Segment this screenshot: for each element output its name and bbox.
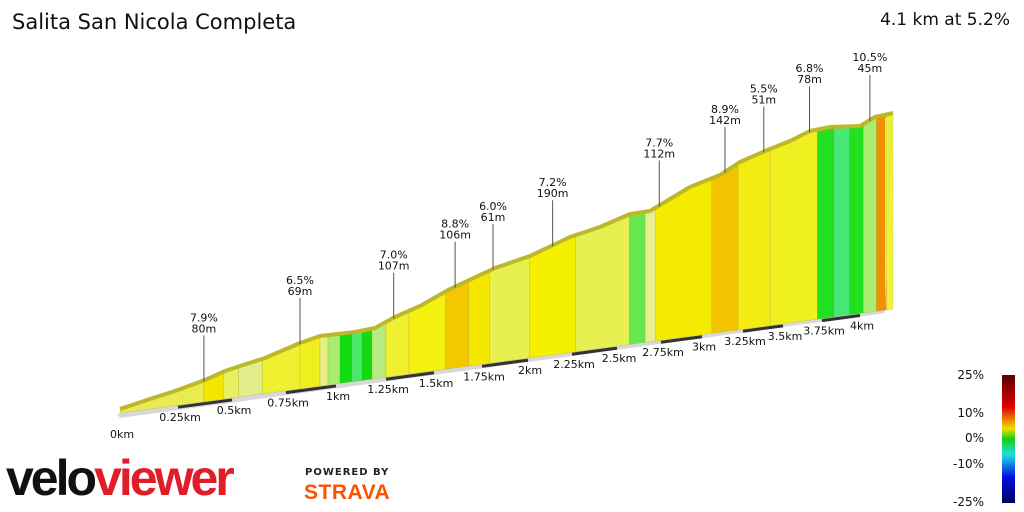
gradient-segment (468, 271, 490, 367)
annotation-length: 107m (378, 260, 410, 273)
x-tick-label: 2.25km (553, 358, 595, 371)
profile-top-edge (119, 111, 894, 411)
legend-label: 0% (964, 431, 984, 445)
gradient-segment (371, 322, 387, 380)
annotation-length: 190m (537, 187, 569, 200)
veloviewer-logo: veloviewer (6, 450, 235, 506)
km-band (385, 371, 435, 381)
annotation-length: 51m (751, 94, 776, 107)
annotation-length: 69m (288, 285, 313, 298)
gradient-segment (876, 115, 887, 312)
km-band (481, 358, 529, 368)
x-tick-label: 3.75km (803, 325, 845, 338)
gradient-segment (327, 334, 341, 386)
legend-label: 25% (957, 368, 984, 382)
x-tick-label: 2.75km (642, 346, 684, 359)
km-band (571, 346, 618, 356)
km-band (285, 384, 337, 395)
annotation-gradient: 7.7% (645, 136, 673, 149)
annotation-gradient: 8.9% (711, 103, 739, 116)
annotation-length: 78m (797, 73, 822, 86)
gradient-segment (351, 331, 363, 383)
legend-label: -10% (952, 457, 984, 471)
annotation-gradient: 10.5% (852, 51, 887, 64)
x-tick-label: 3.25km (724, 335, 766, 348)
x-tick-label: 0km (110, 428, 134, 441)
annotation-gradient: 7.9% (190, 311, 218, 324)
x-tick-label: 1km (326, 390, 350, 403)
gradient-segment (445, 280, 469, 370)
annotation-gradient: 7.2% (539, 176, 567, 189)
x-tick-label: 0.75km (267, 397, 309, 410)
annotation-length: 106m (439, 229, 471, 242)
x-tick-label: 2km (518, 364, 542, 377)
gradient-segment (737, 149, 771, 331)
x-tick-label: 1.25km (367, 383, 409, 396)
gradient-segment (489, 256, 531, 364)
gradient-segment (299, 336, 321, 390)
annotation-gradient: 6.0% (479, 200, 507, 213)
annotation-length: 142m (709, 114, 741, 127)
gradient-segment (711, 163, 739, 334)
gradient-legend-bar (1002, 375, 1015, 503)
gradient-segment (833, 127, 850, 318)
gradient-segment (644, 208, 657, 343)
segment-title: Salita San Nicola Completa (12, 10, 297, 34)
annotation-gradient: 6.8% (796, 62, 824, 75)
segment-summary: 4.1 km at 5.2% (880, 10, 1010, 30)
gradient-segment (849, 124, 864, 316)
x-tick-label: 1.75km (463, 370, 505, 383)
annotation-gradient: 6.5% (286, 274, 314, 287)
km-band (177, 398, 233, 409)
annotation-gradient: 8.8% (441, 218, 469, 231)
x-tick-label: 0.5km (217, 404, 252, 417)
gradient-segment (862, 117, 877, 314)
gradient-segment (319, 335, 329, 387)
gradient-segment (629, 212, 646, 345)
x-tick-label: 3km (692, 341, 716, 354)
powered-by-label: POWERED BY (305, 467, 390, 478)
legend-label: -25% (952, 495, 984, 509)
annotation-length: 61m (481, 211, 506, 224)
x-tick-label: 4km (850, 319, 874, 332)
km-band (821, 313, 861, 323)
annotation-length: 112m (643, 147, 675, 160)
annotation-gradient: 7.0% (380, 249, 408, 262)
x-tick-label: 2.5km (602, 352, 637, 365)
x-tick-label: 1.5km (419, 377, 454, 390)
profile-end-face (885, 114, 893, 311)
km-band (660, 335, 703, 344)
x-tick-label: 3.5km (768, 330, 803, 343)
gradient-segment (408, 292, 446, 375)
strava-logo: STRAVA (304, 481, 391, 504)
annotation-length: 80m (192, 322, 217, 335)
gradient-segment (769, 130, 818, 326)
annotation-gradient: 5.5% (750, 83, 778, 96)
annotation-length: 45m (858, 62, 883, 75)
gradient-segment (361, 329, 373, 381)
km-band (742, 324, 784, 333)
gradient-segment (575, 214, 630, 353)
gradient-segment (817, 127, 835, 320)
x-tick-label: 0.25km (159, 411, 201, 424)
legend-label: 10% (957, 406, 984, 420)
gradient-segment (339, 333, 353, 384)
